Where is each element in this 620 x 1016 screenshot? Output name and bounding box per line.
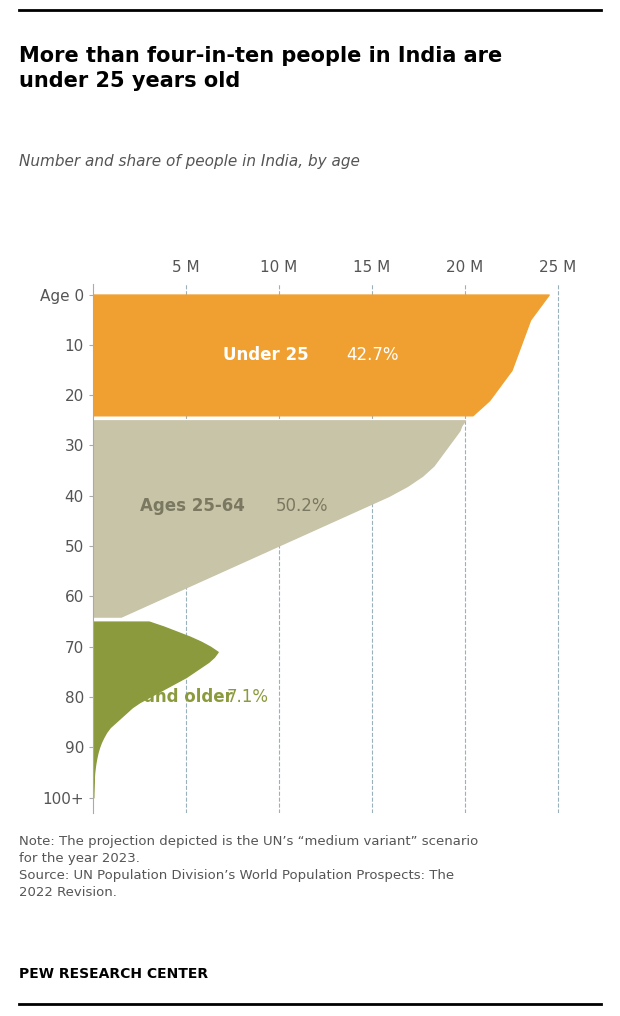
Text: More than four-in-ten people in India are
under 25 years old: More than four-in-ten people in India ar…: [19, 46, 502, 90]
Text: Ages 25-64: Ages 25-64: [140, 497, 244, 515]
Text: PEW RESEARCH CENTER: PEW RESEARCH CENTER: [19, 967, 208, 981]
Text: 42.7%: 42.7%: [346, 345, 399, 364]
Text: 50.2%: 50.2%: [275, 497, 328, 515]
Text: Note: The projection depicted is the UN’s “medium variant” scenario
for the year: Note: The projection depicted is the UN’…: [19, 835, 478, 899]
Text: 7.1%: 7.1%: [227, 688, 269, 706]
Text: Number and share of people in India, by age: Number and share of people in India, by …: [19, 154, 360, 170]
Text: Under 25: Under 25: [223, 345, 309, 364]
Text: 65 and older: 65 and older: [115, 688, 233, 706]
